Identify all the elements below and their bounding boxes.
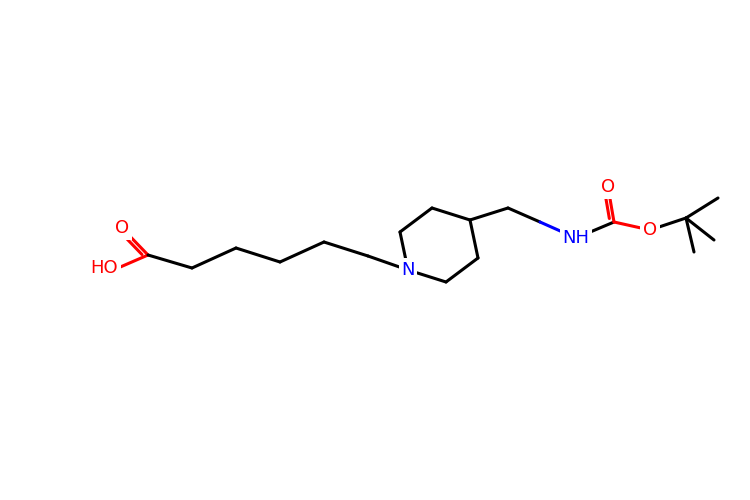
Text: N: N xyxy=(401,261,415,279)
Text: O: O xyxy=(643,221,657,239)
Text: O: O xyxy=(601,178,615,196)
Text: HO: HO xyxy=(90,259,118,277)
Text: O: O xyxy=(115,219,129,237)
Text: NH: NH xyxy=(562,229,590,247)
